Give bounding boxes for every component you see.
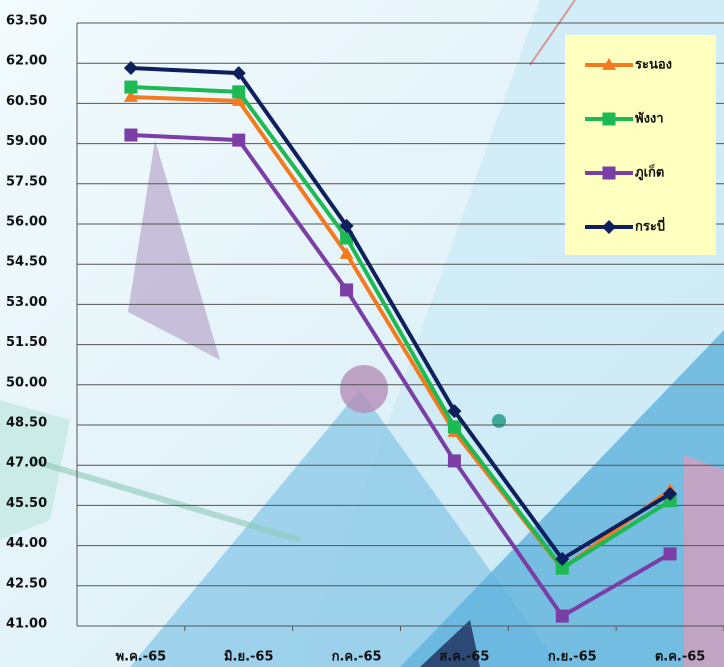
- marker: [447, 420, 461, 434]
- series-line: [130, 133, 672, 619]
- marker: [447, 454, 461, 468]
- y-tick-label: 57.50: [6, 174, 47, 189]
- marker: [602, 220, 616, 234]
- marker: [602, 112, 616, 126]
- marker: [340, 283, 354, 297]
- y-tick-label: 47.00: [6, 456, 47, 471]
- x-tick-label: ก.ค.-65: [332, 650, 382, 665]
- y-tick-label: 44.00: [6, 536, 47, 551]
- y-tick-label: 59.00: [6, 134, 47, 149]
- y-tick-label: 63.50: [6, 14, 47, 29]
- marker: [447, 404, 462, 419]
- series-line: [130, 85, 672, 571]
- marker: [602, 166, 616, 180]
- y-tick-label: 50.00: [6, 375, 47, 390]
- x-tick-label: มิ.ย.-65: [224, 650, 274, 665]
- y-tick-label: 56.00: [6, 215, 47, 230]
- marker: [124, 128, 138, 142]
- marker: [232, 85, 246, 99]
- legend-box: [565, 35, 716, 255]
- marker: [123, 61, 138, 76]
- y-tick-label: 54.50: [6, 255, 47, 270]
- y-tick-label: 48.50: [6, 416, 47, 431]
- marker: [555, 552, 570, 566]
- marker: [231, 66, 246, 81]
- y-tick-label: 62.00: [6, 54, 47, 69]
- y-tick-label: 45.50: [6, 496, 47, 511]
- marker: [339, 247, 354, 259]
- y-tick-label: 53.00: [6, 295, 47, 310]
- x-tick-label: ก.ย.-65: [548, 650, 597, 665]
- marker: [231, 93, 246, 106]
- marker: [124, 80, 138, 94]
- marker: [602, 58, 616, 70]
- marker: [555, 609, 569, 623]
- marker: [663, 547, 677, 561]
- x-tick-label: ส.ค.-65: [439, 650, 489, 665]
- marker: [339, 218, 354, 233]
- marker: [123, 89, 138, 102]
- legend-label: กระบี่: [635, 217, 665, 235]
- marker: [555, 561, 569, 575]
- marker: [663, 486, 678, 501]
- x-tick-label: พ.ค.-65: [116, 650, 167, 665]
- x-tick-label: ต.ค.-65: [655, 650, 706, 665]
- series-line: [130, 66, 672, 562]
- y-tick-label: 42.50: [6, 576, 47, 591]
- legend-label: ภูเก็ต: [635, 163, 664, 181]
- y-tick-label: 60.50: [6, 94, 47, 109]
- y-tick-label: 51.50: [6, 335, 47, 350]
- y-tick-label: 41.00: [6, 617, 47, 632]
- marker: [232, 133, 246, 147]
- legend-label: ระนอง: [635, 58, 672, 73]
- legend-label: พังงา: [635, 112, 664, 127]
